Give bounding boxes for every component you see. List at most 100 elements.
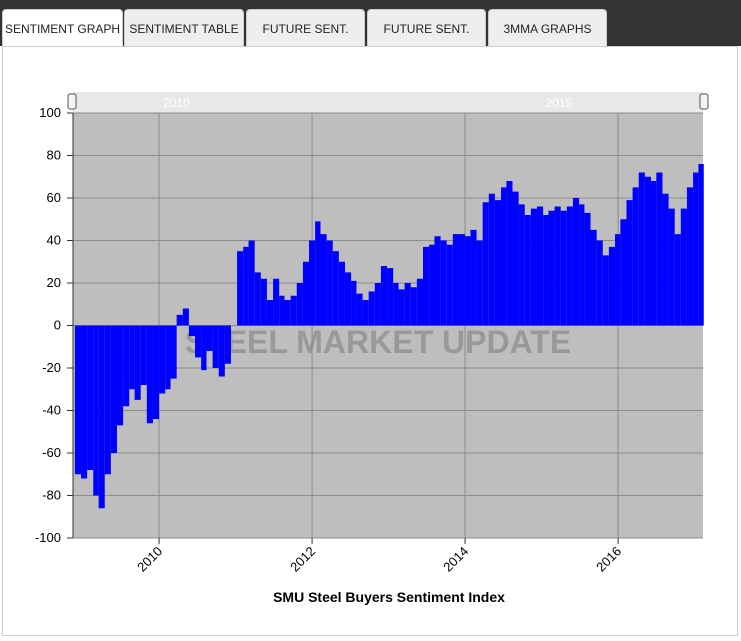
bar [243,246,249,326]
bar [266,300,274,326]
bar [416,278,423,326]
bar [584,212,591,326]
bar [423,246,430,326]
y-tick-label: 20 [47,275,61,290]
navigator-handle[interactable] [67,93,77,110]
y-tick-label: -60 [42,445,61,460]
y-tick-label: 60 [47,190,61,205]
bar [98,325,105,509]
bar [182,308,189,326]
bar [152,325,160,419]
bar [393,283,399,326]
bar [368,291,375,326]
y-tick-label: -100 [35,530,61,545]
y-tick-label: 100 [39,105,61,120]
bar [452,234,459,326]
bar [279,295,285,326]
bar [680,208,687,326]
chart-title: SMU Steel Buyers Sentiment Index [273,589,505,605]
bar [626,200,633,326]
bar [218,325,225,377]
bar [494,200,502,326]
bar [512,191,519,326]
bar [662,193,669,326]
bar [201,325,207,371]
bar [356,293,363,326]
bar [488,193,495,326]
bar [656,172,663,326]
tab[interactable]: FUTURE SENT. [367,9,486,46]
navigator-label: 2015 [546,96,573,110]
x-tick-label: 2012 [287,544,318,575]
bar [284,300,291,326]
bar [398,289,405,326]
bar [566,206,573,326]
bar [351,280,357,326]
tab[interactable]: FUTURE SENT. [246,9,365,46]
bar [129,325,135,390]
bar [93,325,99,496]
bar [134,325,141,400]
bar [632,187,639,326]
bar [440,240,447,326]
bar [686,187,694,326]
bar [524,215,531,326]
watermark: STEEL MARKET UPDATE [185,324,571,360]
navigator-label: 2010 [163,96,190,110]
bar [212,325,219,368]
bar [326,240,333,326]
bar [698,164,704,326]
bar [374,283,381,326]
tab[interactable]: 3MMA GRAPHS [488,9,607,46]
bar [434,236,441,326]
bar [254,272,261,326]
bar [188,325,196,337]
navigator [73,92,703,113]
bar [159,325,166,394]
bar [320,234,327,326]
bar [296,283,303,326]
tab[interactable]: SENTIMENT TABLE [124,9,244,46]
bar [608,246,616,326]
bar [579,204,585,326]
x-tick-label: 2010 [134,544,165,575]
bar [482,202,489,326]
y-tick-label: 0 [54,318,61,333]
bar [140,325,147,385]
y-tick-label: -40 [42,403,61,418]
bar [170,325,177,379]
bar [309,240,316,326]
bar [530,208,537,326]
bar [248,240,255,326]
tab-bar: SENTIMENT GRAPH SENTIMENT TABLE FUTURE S… [0,0,741,46]
bar [380,266,388,326]
bar [176,314,183,326]
bar [362,300,369,326]
bar [315,221,321,326]
bar [74,325,82,475]
bar [470,229,477,326]
bar [410,287,417,326]
bar [693,172,699,326]
bar [104,325,111,475]
tab[interactable]: SENTIMENT GRAPH [2,9,123,46]
bar [206,325,213,351]
bar [224,325,231,364]
bar [554,206,561,326]
bar [465,236,471,326]
bar [87,325,94,470]
bar [548,210,555,326]
bar [344,272,352,326]
bar [506,181,513,326]
x-tick-label: 2016 [593,544,624,575]
bar [650,181,657,326]
y-tick-label: 80 [47,148,61,163]
bar [458,234,466,326]
navigator-handle[interactable] [699,93,709,110]
bar [404,283,411,326]
bar [590,229,597,326]
bar [110,325,117,453]
bar [273,278,280,326]
